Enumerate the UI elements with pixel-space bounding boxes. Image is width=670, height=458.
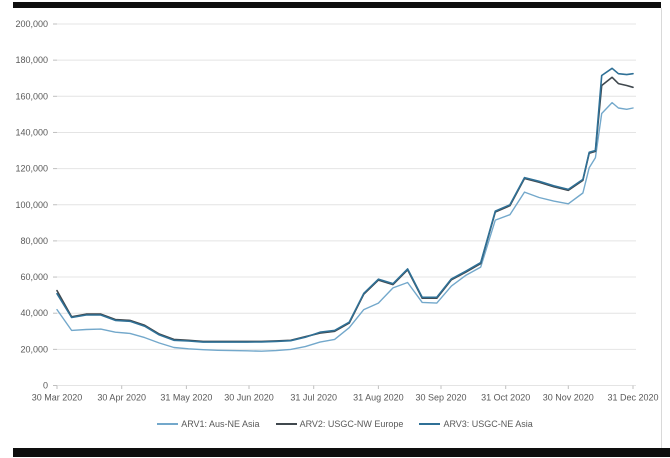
chart-legend: ARV1: Aus-NE Asia ARV2: USGC-NW Europe ARV…	[57, 419, 633, 429]
x-axis-label: 30 Mar 2020	[32, 393, 83, 403]
x-axis-label: 30 Jun 2020	[224, 393, 274, 403]
series-line-3	[56, 67, 634, 343]
x-axis-label: 31 May 2020	[160, 393, 212, 403]
x-axis-label: 31 Aug 2020	[353, 393, 404, 403]
x-axis-label: 30 Nov 2020	[543, 393, 594, 403]
y-axis-label: 20,000	[20, 344, 48, 354]
x-axis-label: 30 Apr 2020	[97, 393, 146, 403]
legend-label: ARV2: USGC-NW Europe	[299, 419, 404, 429]
x-axis-label: 31 Dec 2020	[607, 393, 658, 403]
y-axis-label: 60,000	[20, 272, 48, 282]
x-axis-label: 31 Oct 2020	[481, 393, 530, 403]
y-axis-label: 80,000	[20, 236, 48, 246]
legend-marker-line	[419, 423, 441, 425]
y-axis-label: 0	[43, 381, 48, 391]
x-axis-label: 30 Sep 2020	[415, 393, 466, 403]
legend-marker-line	[275, 423, 297, 425]
x-axis-label: 31 Jul 2020	[290, 393, 337, 403]
y-axis-label: 200,000	[15, 19, 48, 29]
legend-item: ARV1: Aus-NE Asia	[157, 419, 260, 429]
legend-item: ARV2: USGC-NW Europe	[275, 419, 404, 429]
legend-item: ARV3: USGC-NE Asia	[419, 419, 533, 429]
y-axis-label: 40,000	[20, 308, 48, 318]
y-axis-label: 120,000	[15, 164, 48, 174]
y-axis-label: 180,000	[15, 55, 48, 65]
legend-label: ARV1: Aus-NE Asia	[181, 419, 260, 429]
y-axis-label: 160,000	[15, 91, 48, 101]
top-border-bar	[13, 2, 661, 8]
bottom-border-bar	[13, 448, 670, 457]
legend-marker-line	[157, 423, 179, 425]
series-line-1	[56, 101, 634, 352]
y-axis-label: 100,000	[15, 200, 48, 210]
y-axis-label: 140,000	[15, 127, 48, 137]
panel-right-border	[661, 8, 662, 448]
series-line-2	[56, 76, 634, 343]
legend-label: ARV3: USGC-NE Asia	[443, 419, 533, 429]
